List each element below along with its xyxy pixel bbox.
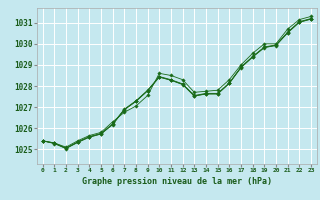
X-axis label: Graphe pression niveau de la mer (hPa): Graphe pression niveau de la mer (hPa) — [82, 177, 272, 186]
